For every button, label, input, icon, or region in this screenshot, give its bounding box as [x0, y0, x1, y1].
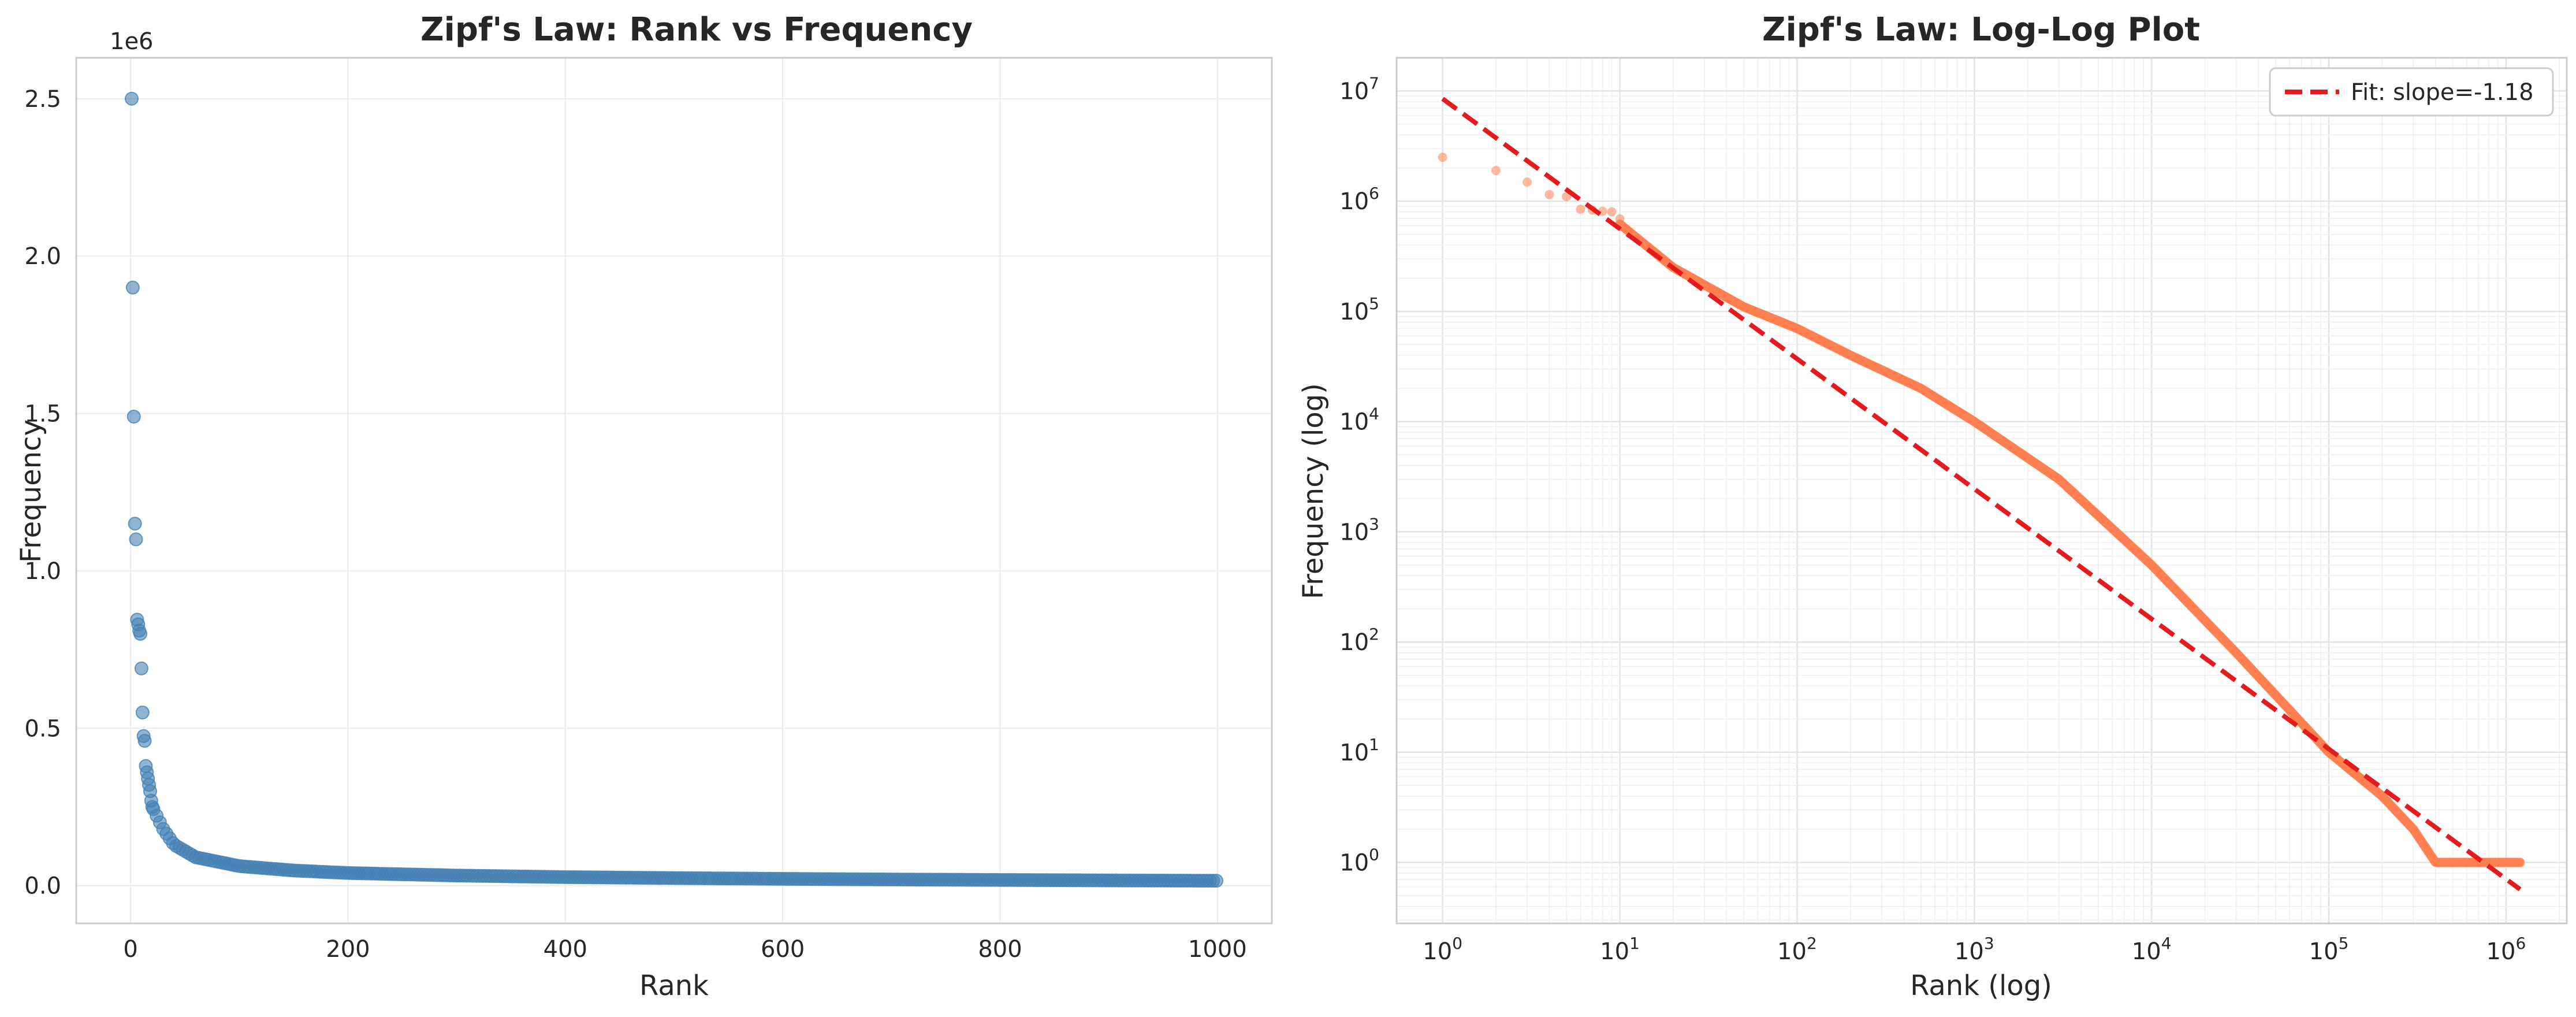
y-tick-label: 101 [1339, 735, 1379, 766]
x-axis-label: Rank (log) [1910, 970, 2052, 1002]
x-tick-label: 100 [1423, 934, 1462, 965]
scatter-point [129, 532, 143, 547]
x-tick-label: 600 [761, 936, 805, 963]
y-tick-label: 2.0 [24, 243, 61, 270]
y-tick-labels: 0.0 0.5 1.0 1.5 2.0 2.5 [24, 86, 61, 900]
plot-area [76, 58, 1272, 923]
x-tick-labels: 0 200 400 600 800 1000 [123, 936, 1246, 963]
scatter-point [2515, 858, 2525, 867]
x-tick-label: 106 [2486, 934, 2526, 965]
y-tick-label: 0.0 [24, 873, 61, 900]
scatter-point [1544, 190, 1554, 199]
x-tick-label: 200 [326, 936, 370, 963]
legend-box [2269, 67, 2554, 117]
x-tick-label: 104 [2132, 934, 2172, 965]
scatter-point [1491, 165, 1501, 175]
x-tick-labels: 100 101 102 103 104 105 106 [1423, 934, 2526, 965]
x-tick-label: 800 [978, 936, 1022, 963]
y-tick-label: 1.5 [24, 401, 61, 428]
scatter-point [1576, 205, 1585, 214]
fit-line [1441, 96, 2522, 892]
y-tick-label: 100 [1339, 845, 1379, 877]
scatter-point [128, 517, 142, 531]
scatter-point [134, 661, 148, 675]
scatter-point [1607, 207, 1617, 217]
y-tick-label: 102 [1339, 625, 1379, 656]
scatter-point [1522, 177, 1532, 187]
scatter-point [1562, 192, 1572, 202]
offset-label: 1e6 [110, 28, 154, 55]
y-tick-label: 1.0 [24, 558, 61, 585]
y-tick-label: 0.5 [24, 715, 61, 742]
legend: Fit: slope=-1.18 [2269, 67, 2554, 117]
chart-title: Zipf's Law: Rank vs Frequency [420, 11, 973, 49]
x-tick-label: 400 [544, 936, 587, 963]
y-tick-label: 2.5 [24, 86, 61, 113]
y-tick-labels: 100 101 102 103 104 105 106 107 [1339, 73, 1379, 876]
x-axis-label: Rank [639, 970, 709, 1002]
y-tick-label: 105 [1339, 294, 1379, 325]
chart-title: Zipf's Law: Log-Log Plot [1762, 11, 2200, 49]
y-tick-label: 106 [1339, 184, 1379, 215]
x-tick-label: 1000 [1188, 936, 1247, 963]
linear-scatter-chart: Zipf's Law: Rank vs Frequency 0 200 400 600… [15, 11, 1273, 1002]
gridlines [1397, 57, 2567, 923]
scatter-point [135, 706, 150, 720]
scatter-point [137, 734, 152, 748]
y-axis-label: Frequency [15, 420, 47, 563]
x-tick-label: 105 [2309, 934, 2349, 965]
scatter-points [1438, 153, 2525, 867]
scatter-point [1209, 874, 1224, 888]
x-tick-label: 103 [1955, 934, 1994, 965]
x-tick-label: 0 [123, 936, 137, 963]
loglog-scatter-chart: Zipf's Law: Log-Log Plot 100 101 102 103 104… [1297, 11, 2568, 1002]
y-tick-label: 103 [1339, 514, 1379, 545]
y-tick-label: 104 [1339, 404, 1379, 436]
scatter-point [1438, 153, 1447, 162]
scatter-point [126, 409, 141, 424]
x-tick-label: 102 [1777, 934, 1817, 965]
scatter-point [133, 626, 148, 641]
plot-frame [1395, 57, 2568, 925]
y-axis-label: Frequency (log) [1297, 383, 1330, 599]
scatter-point [124, 91, 139, 106]
legend-label: Fit: slope=-1.18 [2351, 79, 2534, 106]
scatter-point [125, 280, 140, 295]
gridlines [76, 58, 1272, 923]
scatter-points [124, 91, 1224, 888]
plot-frame [75, 57, 1273, 925]
x-tick-label: 101 [1600, 934, 1640, 965]
y-tick-label: 107 [1339, 73, 1379, 105]
